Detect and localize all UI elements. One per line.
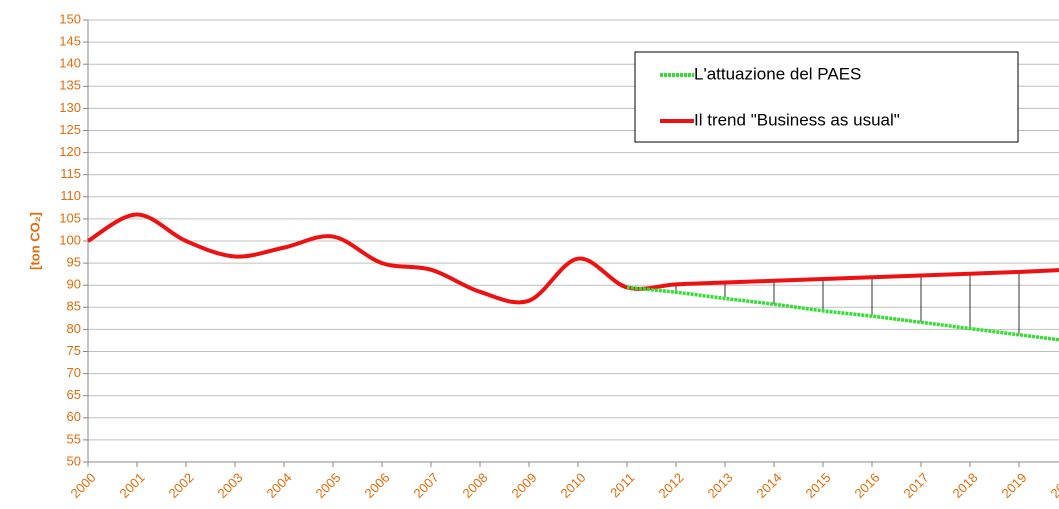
x-tick-label: 2020 [1047,470,1059,501]
y-tick-label: 85 [67,299,81,314]
x-tick-label: 2007 [410,470,441,501]
x-tick-label: 2018 [949,470,980,501]
x-tick-label: 2010 [557,470,588,501]
x-tick-label: 2015 [802,470,833,501]
y-tick-label: 80 [67,321,81,336]
y-tick-label: 90 [67,277,81,292]
x-tick-label: 2017 [900,470,931,501]
y-tick-label: 70 [67,365,81,380]
x-tick-label: 2013 [704,470,735,501]
y-tick-label: 60 [67,409,81,424]
x-tick-label: 2016 [851,470,882,501]
y-tick-label: 140 [59,56,81,71]
y-axis-label: [ton CO₂] [27,212,42,270]
x-tick-label: 2005 [312,470,343,501]
legend-box [634,51,1019,143]
y-tick-label: 65 [67,387,81,402]
x-tick-label: 2014 [753,470,784,501]
y-tick-label: 145 [59,34,81,49]
y-tick-label: 130 [59,100,81,115]
series-line [86,212,1059,305]
y-tick-label: 100 [59,232,81,247]
series-line [626,285,1059,342]
y-tick-label: 110 [60,188,81,203]
y-tick-label: 95 [67,255,81,270]
x-tick-label: 2019 [998,470,1029,501]
x-tick-label: 2009 [508,470,539,501]
legend-label: L'attuazione del PAES [694,64,861,83]
y-tick-label: 50 [67,453,81,468]
y-tick-label: 115 [60,166,81,181]
x-tick-label: 2011 [607,470,637,500]
x-tick-label: 2012 [655,470,686,501]
y-tick-label: 105 [59,210,81,225]
y-tick-label: 125 [59,122,81,137]
x-tick-label: 2004 [263,470,294,501]
y-tick-label: 75 [67,343,81,358]
y-tick-label: 150 [59,11,81,26]
x-tick-label: 2002 [165,470,196,501]
x-tick-label: 2001 [116,470,147,501]
x-tick-label: 2008 [459,470,490,501]
x-tick-label: 2006 [361,470,392,501]
x-tick-label: 2003 [214,470,245,501]
legend-label: Il trend "Business as usual" [694,110,900,129]
y-tick-label: 55 [67,431,81,446]
y-tick-label: 120 [59,144,81,159]
x-tick-label: 2000 [67,470,98,501]
y-tick-label: 135 [59,78,81,93]
